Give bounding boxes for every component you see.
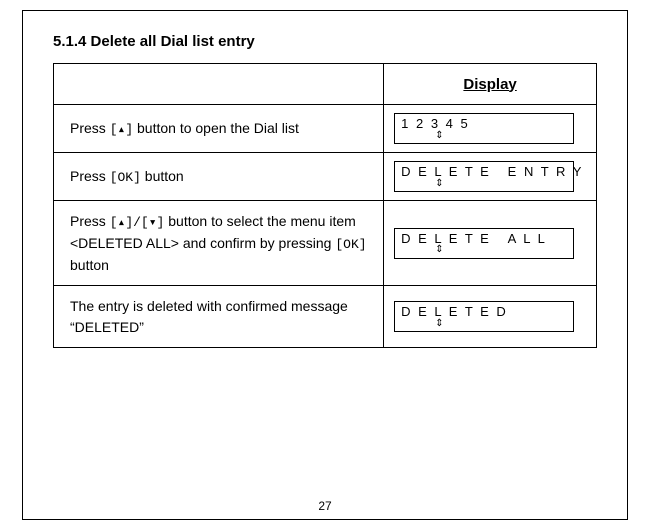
instruction-cell: Press [OK] button [54, 156, 383, 198]
instruction-cell: Press [▴]/[▾] button to select the menu … [54, 201, 383, 285]
display-cell: D E L E T E D ⇕ [384, 293, 596, 340]
lcd-arrows-icon: ⇕ [401, 245, 567, 256]
lcd-arrows-icon: ⇕ [401, 319, 567, 330]
lcd-line1: 1 2 3 4 5 [401, 117, 567, 131]
instruction-table: Display Press [▴] button to open the Dia… [53, 63, 597, 348]
display-cell: D E L E T E E N T R Y ⇕ [384, 153, 596, 200]
text: Press [70, 120, 110, 136]
section-heading: 5.1.4 Delete all Dial list entry [53, 33, 255, 50]
text: The entry is deleted with confirmed mess… [70, 298, 348, 334]
ok-key: [OK] [335, 237, 366, 252]
text: Press [70, 213, 110, 229]
text: button [70, 257, 109, 273]
text: button to open the Dial list [133, 120, 299, 136]
lcd-display: D E L E T E D ⇕ [394, 301, 574, 332]
table-row: The entry is deleted with confirmed mess… [54, 286, 597, 348]
lcd-arrows-icon: ⇕ [401, 131, 567, 142]
header-display: Display [384, 64, 597, 105]
table-header-row: Display [54, 64, 597, 105]
page-frame: 5.1.4 Delete all Dial list entry Display… [22, 10, 628, 520]
lcd-line1: D E L E T E E N T R Y [401, 165, 567, 179]
instruction-cell: Press [▴] button to open the Dial list [54, 108, 383, 150]
header-left-blank [54, 64, 384, 105]
lcd-line1: D E L E T E A L L [401, 232, 567, 246]
ok-key: [OK] [110, 170, 141, 185]
lcd-arrows-icon: ⇕ [401, 179, 567, 190]
display-cell: D E L E T E A L L ⇕ [384, 220, 596, 267]
text: button [141, 168, 184, 184]
page-number: 27 [23, 499, 627, 513]
table-row: Press [OK] button D E L E T E E N T R Y … [54, 153, 597, 201]
lcd-display: D E L E T E A L L ⇕ [394, 228, 574, 259]
text: Press [70, 168, 110, 184]
lcd-display: D E L E T E E N T R Y ⇕ [394, 161, 574, 192]
table-row: Press [▴]/[▾] button to select the menu … [54, 201, 597, 286]
display-cell: 1 2 3 4 5 ⇕ [384, 105, 596, 152]
up-key: [▴] [110, 122, 133, 137]
instruction-cell: The entry is deleted with confirmed mess… [54, 286, 383, 347]
lcd-line1: D E L E T E D [401, 305, 567, 319]
updown-key: [▴]/[▾] [110, 215, 165, 230]
table-row: Press [▴] button to open the Dial list 1… [54, 105, 597, 153]
lcd-display: 1 2 3 4 5 ⇕ [394, 113, 574, 144]
